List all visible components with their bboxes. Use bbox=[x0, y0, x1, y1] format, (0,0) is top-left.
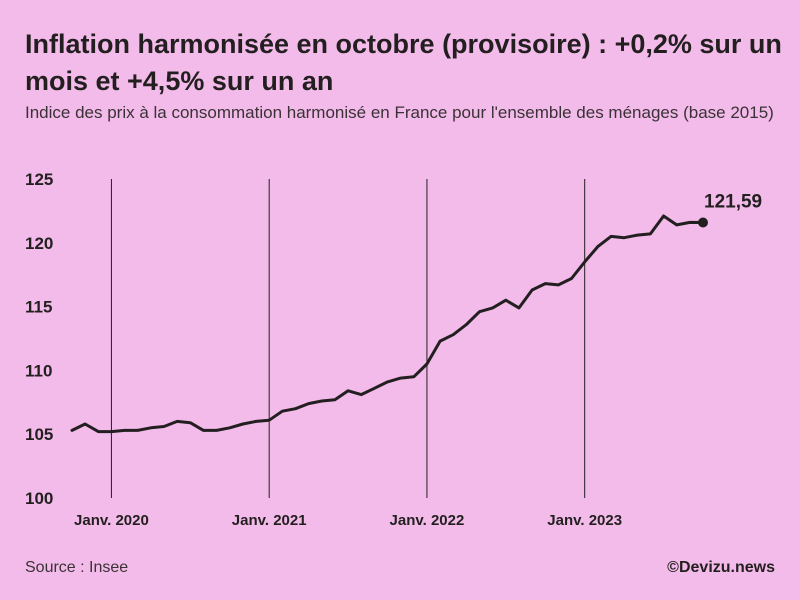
y-tick-label: 105 bbox=[25, 425, 53, 444]
x-tick-label: Janv. 2023 bbox=[547, 512, 622, 529]
chart-title: Inflation harmonisée en octobre (proviso… bbox=[25, 29, 782, 96]
grid-lines bbox=[110, 179, 586, 498]
end-label: 121,59 bbox=[704, 192, 762, 213]
credit: ©Devizu.news bbox=[667, 559, 775, 576]
x-tick-label: Janv. 2022 bbox=[390, 512, 465, 529]
x-tick-label: Janv. 2021 bbox=[232, 512, 307, 529]
y-tick-label: 110 bbox=[25, 361, 52, 380]
end-point bbox=[698, 217, 708, 228]
series-line bbox=[70, 214, 705, 434]
y-axis: 100 105 110 115 120 125 bbox=[25, 170, 53, 508]
y-tick-label: 120 bbox=[25, 234, 53, 253]
chart-subtitle: Indice des prix à la consommation harmon… bbox=[25, 103, 774, 122]
y-tick-label: 115 bbox=[25, 298, 52, 317]
y-tick-label: 125 bbox=[25, 170, 53, 189]
y-tick-label: 100 bbox=[25, 489, 53, 508]
x-tick-label: Janv. 2020 bbox=[74, 512, 149, 529]
x-axis: Janv. 2020 Janv. 2021 Janv. 2022 Janv. 2023 bbox=[74, 512, 622, 529]
source-note: Source : Insee bbox=[25, 559, 129, 576]
